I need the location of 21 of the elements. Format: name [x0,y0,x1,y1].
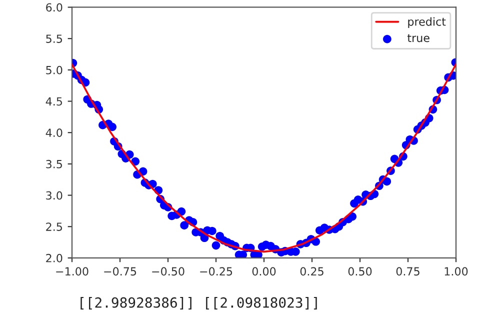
y-tick-label: 6.0 [46,3,62,12]
x-tick-label: 0.75 [396,267,420,276]
x-tick-label: 0.50 [348,267,372,276]
x-tick-label: −1.00 [56,267,88,276]
y-tick-label: 2.5 [46,222,62,231]
y-tick-label: 4.0 [46,128,62,137]
x-tick-label: 1.00 [444,267,468,276]
y-tick-label: 5.5 [46,34,62,43]
legend-label: predict [408,17,446,28]
y-tick-label: 5.0 [46,66,62,74]
x-tick-label: −0.75 [104,267,136,276]
x-tick-label: −0.50 [152,267,184,276]
y-tick-label: 3.0 [46,191,62,200]
legend-label: true [407,34,430,42]
y-tick-label: 2.0 [46,254,62,262]
x-tick-label: 0.00 [252,267,276,276]
y-tick-label: 3.5 [46,160,62,168]
x-tick-label: −0.25 [200,267,232,276]
text: [[2.98928386]] [[2.09818023]] [80,297,317,310]
y-tick-label: 4.5 [46,97,62,106]
x-tick-label: 0.25 [300,267,324,276]
